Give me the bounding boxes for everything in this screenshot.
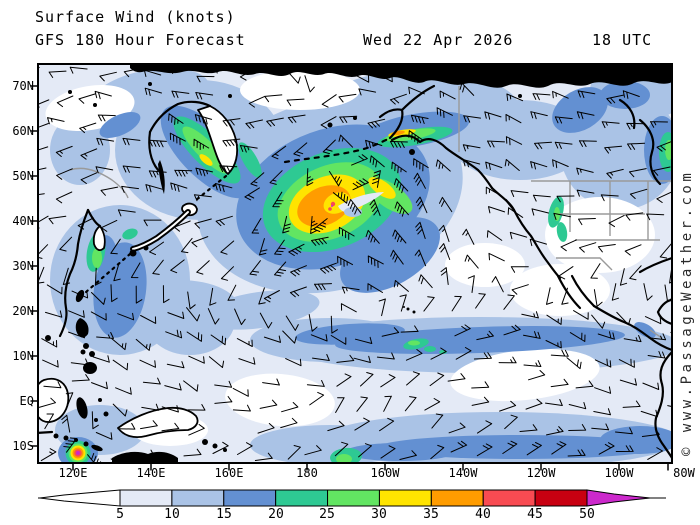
scale-label-10: 10	[164, 507, 180, 522]
mexico-coast	[592, 304, 672, 352]
storm-eye	[344, 207, 362, 217]
wind-field-extreme	[74, 201, 336, 457]
arctic-coast	[130, 64, 672, 88]
scale-label-15: 15	[216, 507, 232, 522]
hudson-bay-coast	[638, 118, 662, 186]
coastlines	[38, 64, 672, 463]
lat-label-30n: 30N	[12, 259, 34, 273]
hawaii	[403, 306, 416, 314]
lat-label-70n: 70N	[12, 79, 34, 93]
scale-label-5: 5	[116, 507, 124, 522]
south-america-coast	[654, 350, 672, 460]
scale-label-30: 30	[371, 507, 387, 522]
alaska-south-coast	[390, 134, 494, 190]
gulf-coast	[638, 256, 672, 274]
watermark: © www.PassageWeather.com	[679, 169, 695, 456]
sulawesi	[76, 397, 88, 419]
valid-time: 18 UTC	[592, 31, 653, 49]
wind-field-calm	[45, 70, 655, 446]
sakhalin	[158, 160, 165, 194]
axis-ticks	[30, 85, 669, 471]
lat-label-60n: 60N	[12, 124, 34, 138]
honshu	[132, 211, 189, 250]
lon-label-160w: 160W	[370, 466, 400, 480]
lat-label-eq: EQ	[19, 394, 34, 408]
valid-date: Wed 22 Apr 2026	[363, 31, 514, 49]
lat-label-10s: 10S	[12, 439, 34, 453]
page-title: Surface Wind (knots)	[35, 8, 236, 26]
kyushu	[129, 249, 137, 257]
scale-label-45: 45	[527, 507, 543, 522]
lon-label-160e: 160E	[214, 466, 244, 480]
kodiak	[409, 149, 415, 155]
map-area	[38, 64, 672, 463]
hainan	[45, 335, 51, 341]
lon-label-80w: 80W	[673, 466, 695, 480]
australia-north	[112, 451, 178, 463]
lon-label-140e: 140E	[136, 466, 166, 480]
wind-barbs	[38, 64, 672, 463]
lat-label-20n: 20N	[12, 304, 34, 318]
lat-label-10n: 10N	[12, 349, 34, 363]
scale-label-35: 35	[423, 507, 439, 522]
baja-california	[556, 274, 582, 310]
scale-label-20: 20	[268, 507, 284, 522]
korea	[92, 225, 106, 251]
taiwan	[75, 289, 85, 303]
forecast-subtitle: GFS 180 Hour Forecast	[35, 31, 246, 49]
scale-label-25: 25	[319, 507, 335, 522]
wind-speed-scale	[38, 489, 666, 507]
scale-label-50: 50	[579, 507, 595, 522]
kuril-islands	[194, 174, 228, 202]
map-border	[37, 63, 673, 464]
lon-label-180: 180	[296, 466, 318, 480]
political-boundaries	[69, 86, 672, 339]
ryukyu-islands	[84, 252, 132, 294]
storm-dry-slot	[338, 192, 384, 213]
lon-label-120w: 120W	[526, 466, 556, 480]
lat-label-50n: 50N	[12, 169, 34, 183]
new-guinea	[117, 406, 199, 439]
aleutian-islands	[283, 136, 392, 164]
yucatan	[656, 298, 672, 326]
shikoku	[143, 245, 149, 251]
lon-label-100w: 100W	[604, 466, 634, 480]
lon-label-120e: 120E	[58, 466, 88, 480]
tropical-cyclone-center	[76, 451, 80, 455]
lat-label-40n: 40N	[12, 214, 34, 228]
scale-label-40: 40	[475, 507, 491, 522]
vancouver-island	[504, 198, 516, 212]
kamchatka	[197, 105, 239, 175]
lon-label-140w: 140W	[448, 466, 478, 480]
